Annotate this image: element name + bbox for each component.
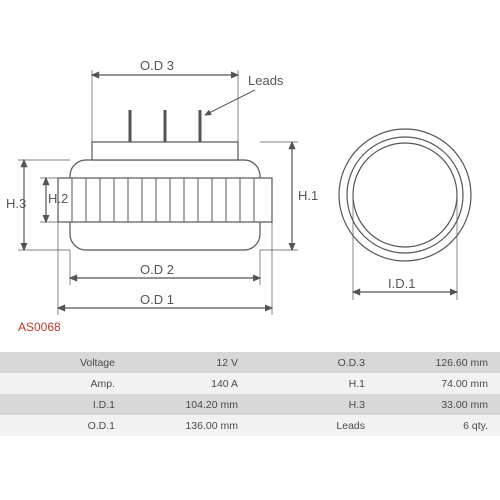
spec-label: O.D.1: [0, 420, 125, 432]
label-id1: I.D.1: [388, 276, 415, 291]
spec-label: H.3: [250, 399, 375, 411]
spec-value: 104.20 mm: [125, 399, 250, 411]
spec-value: 140 A: [125, 378, 250, 390]
part-number: AS0068: [18, 320, 61, 334]
spec-table: Voltage12 V Amp.140 A I.D.1104.20 mm O.D…: [0, 352, 500, 436]
label-leads: Leads: [248, 73, 284, 88]
label-h1: H.1: [298, 188, 318, 203]
label-h3: H.3: [6, 196, 26, 211]
spec-value: 12 V: [125, 357, 250, 369]
label-od2: O.D 2: [140, 262, 174, 277]
spec-label: O.D.3: [250, 357, 375, 369]
spec-label: I.D.1: [0, 399, 125, 411]
label-od3: O.D 3: [140, 58, 174, 73]
spec-value: 136.00 mm: [125, 420, 250, 432]
spec-value: 126.60 mm: [375, 357, 500, 369]
spec-value: 6 qty.: [375, 420, 500, 432]
spec-col-left: Voltage12 V Amp.140 A I.D.1104.20 mm O.D…: [0, 352, 250, 436]
spec-value: 33.00 mm: [375, 399, 500, 411]
spec-label: Voltage: [0, 357, 125, 369]
technical-drawing: Leads O.D 3 O.D 2 O.D 1 H.1: [0, 0, 500, 340]
spec-label: H.1: [250, 378, 375, 390]
label-od1: O.D 1: [140, 292, 174, 307]
label-h2: H.2: [48, 191, 68, 206]
spec-value: 74.00 mm: [375, 378, 500, 390]
spec-col-right: O.D.3126.60 mm H.174.00 mm H.333.00 mm L…: [250, 352, 500, 436]
spec-label: Amp.: [0, 378, 125, 390]
spec-label: Leads: [250, 420, 375, 432]
